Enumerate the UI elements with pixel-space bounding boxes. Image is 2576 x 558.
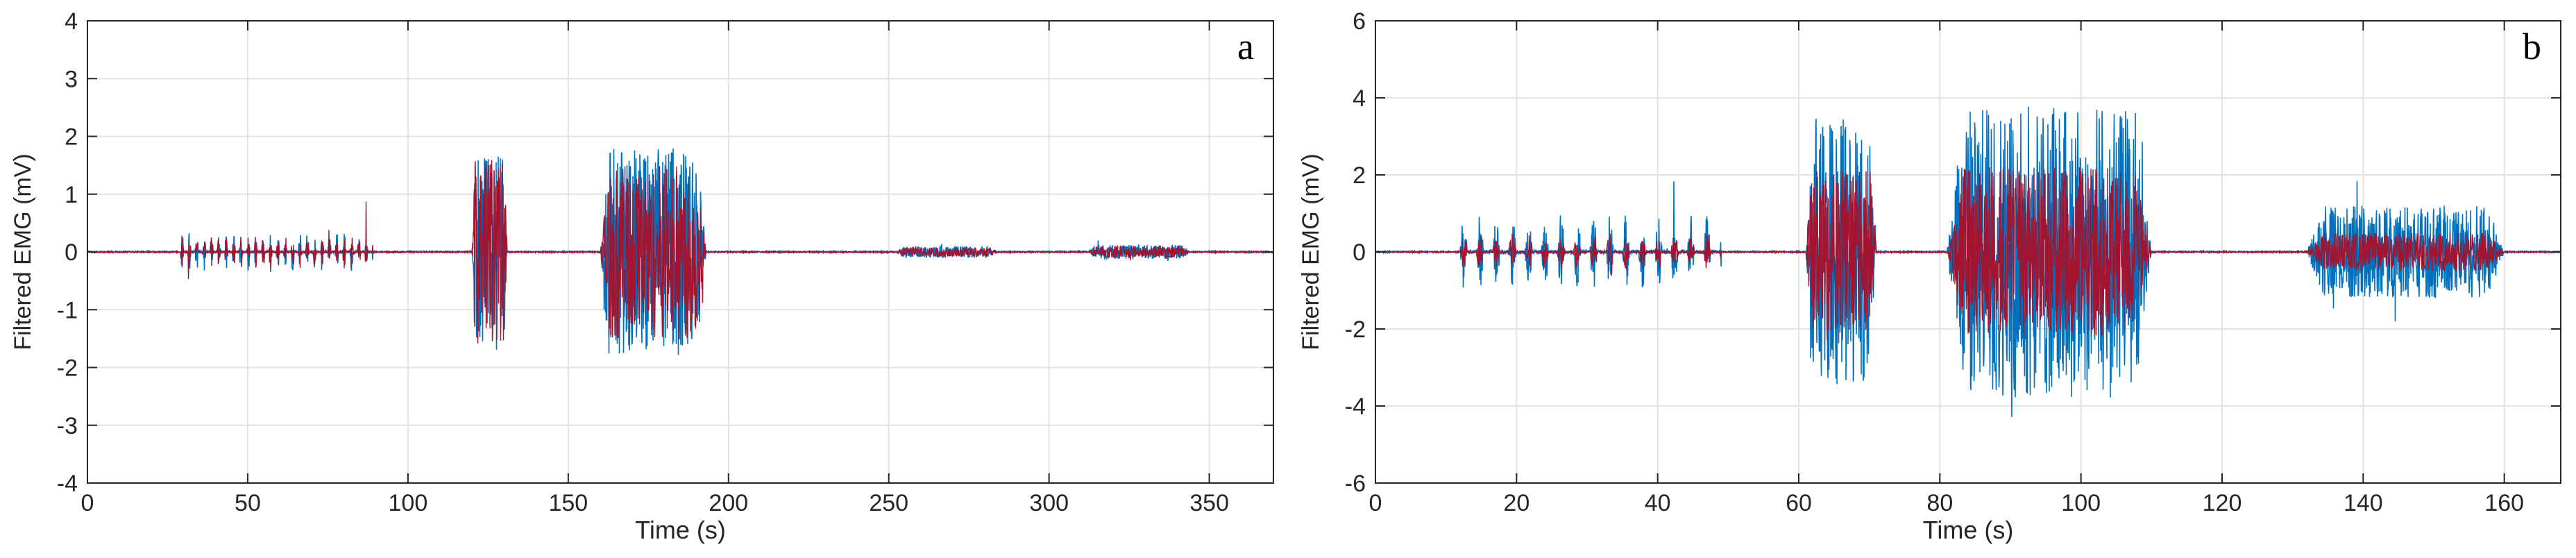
x-tick-label: 150 [548,490,588,516]
y-tick-label: 2 [65,124,78,151]
y-axis-label: Filtered EMG (mV) [1298,153,1324,350]
y-tick-label: 6 [1353,8,1366,35]
y-tick-label: -3 [57,413,78,439]
x-axis-label: Time (s) [635,516,726,544]
y-axis-label: Filtered EMG (mV) [10,153,36,350]
x-tick-label: 200 [709,490,748,516]
x-axis-label: Time (s) [1923,516,2014,544]
x-tick-label: 20 [1503,490,1530,516]
panel-label: b [2523,26,2541,67]
y-tick-label: 4 [65,8,78,35]
y-tick-label: -4 [57,471,78,497]
y-tick-label: 3 [65,66,78,92]
y-tick-label: 0 [1353,239,1366,266]
series-line-filtered [87,160,1273,344]
y-tick-label: 0 [65,239,78,266]
x-tick-label: 120 [2203,490,2242,516]
x-tick-label: 0 [81,490,94,516]
x-tick-label: 300 [1029,490,1069,516]
x-tick-label: 60 [1786,490,1812,516]
x-tick-label: 250 [869,490,908,516]
y-tick-label: 1 [65,182,78,208]
panel-label: a [1237,26,1254,67]
x-tick-label: 80 [1926,490,1953,516]
y-tick-label: -4 [1345,394,1366,420]
y-tick-label: -2 [57,355,78,382]
y-tick-label: 2 [1353,162,1366,189]
y-tick-label: -6 [1345,471,1366,497]
series-line-filtered [1375,167,2561,341]
x-tick-label: 50 [235,490,261,516]
x-tick-label: 100 [2061,490,2101,516]
x-tick-label: 140 [2344,490,2383,516]
y-tick-label: -2 [1345,316,1366,343]
y-tick-label: -1 [57,297,78,323]
x-tick-label: 40 [1645,490,1671,516]
y-tick-label: 4 [1353,85,1366,112]
chart-panel-b: 0 20 40 60 80 100 120 140 160 -6 -4 -2 0 2 4 6 Time (s) F… [1298,8,2561,544]
x-tick-label: 350 [1189,490,1229,516]
x-tick-label: 100 [389,490,428,516]
x-tick-label: 160 [2484,490,2524,516]
chart-panel-a: 0 50 100 150 200 250 300 350 -4 -3 -2 -1 0 1 2 3 4 Time (… [10,8,1274,544]
x-tick-label: 0 [1369,490,1382,516]
